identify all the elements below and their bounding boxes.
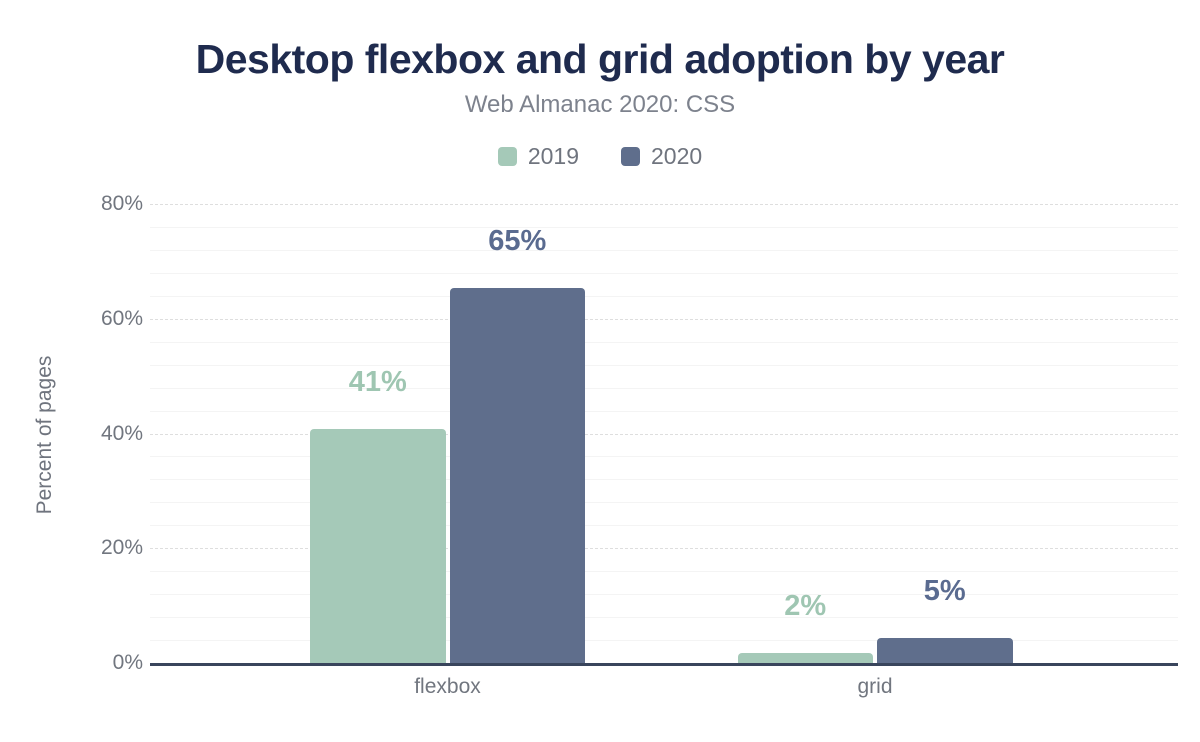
legend-item-2019: 2019 <box>497 143 579 170</box>
legend-label-2019: 2019 <box>527 143 579 169</box>
gridline-major-60 <box>150 318 1178 320</box>
y-tick-label-60: 60% <box>100 306 143 330</box>
legend-swatch-2020 <box>621 147 640 166</box>
x-axis-baseline <box>150 663 1178 666</box>
gridline-minor-24 <box>150 525 1178 527</box>
gridline-major-40 <box>150 433 1178 435</box>
gridline-minor-8 <box>150 617 1178 619</box>
value-label-2020-flexbox: 65% <box>488 225 547 258</box>
gridline-minor-48 <box>150 387 1178 389</box>
gridline-minor-36 <box>150 456 1178 458</box>
legend-swatch-2019 <box>497 147 517 166</box>
gridline-minor-44 <box>150 410 1178 412</box>
legend-item-2020: 2020 <box>621 143 702 170</box>
y-tick-label-0: 0% <box>112 651 143 674</box>
bar-2020-grid[interactable] <box>877 637 1013 663</box>
gridline-minor-28 <box>150 502 1178 504</box>
y-tick-label-40: 40% <box>100 421 143 445</box>
y-tick-label-80: 80% <box>100 192 143 215</box>
gridline-minor-64 <box>150 295 1178 297</box>
gridline-minor-56 <box>150 341 1178 343</box>
gridline-minor-12 <box>150 594 1178 596</box>
bar-2019-grid[interactable] <box>737 653 873 663</box>
gridline-major-80 <box>150 204 1178 205</box>
plot-area: 41% 65% 2% 5% <box>150 204 1178 666</box>
chart-title: Desktop flexbox and grid adoption by yea… <box>195 36 1005 82</box>
gridline-minor-16 <box>150 571 1178 573</box>
y-tick-label-20: 20% <box>100 536 143 560</box>
bar-2020-flexbox[interactable] <box>449 288 585 663</box>
chart-subtitle: Web Almanac 2020: CSS <box>464 91 736 118</box>
gridline-major-20 <box>150 548 1178 550</box>
legend: 2019 2020 <box>0 143 1200 170</box>
value-label-2020-grid: 5% <box>923 574 966 607</box>
legend-label-2020: 2020 <box>651 143 703 169</box>
gridline-minor-72 <box>150 249 1178 251</box>
gridline-minor-32 <box>150 479 1178 481</box>
gridline-minor-68 <box>150 272 1178 274</box>
x-category-label-grid: grid <box>857 675 893 698</box>
gridline-minor-76 <box>150 226 1178 228</box>
gridline-minor-4 <box>150 640 1178 642</box>
value-label-2019-flexbox: 41% <box>348 365 407 398</box>
value-label-2019-grid: 2% <box>784 590 827 623</box>
gridline-minor-52 <box>150 364 1178 366</box>
x-category-label-flexbox: flexbox <box>414 675 481 698</box>
bar-2019-flexbox[interactable] <box>310 428 446 663</box>
